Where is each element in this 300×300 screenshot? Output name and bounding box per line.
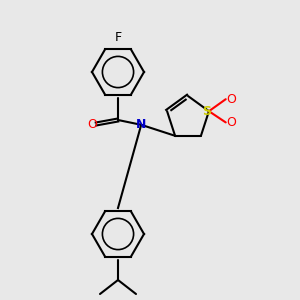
- Text: O: O: [226, 93, 236, 106]
- Text: F: F: [114, 31, 122, 44]
- Text: O: O: [226, 116, 236, 129]
- Text: N: N: [136, 118, 146, 131]
- Text: O: O: [87, 118, 97, 130]
- Text: S: S: [202, 105, 211, 118]
